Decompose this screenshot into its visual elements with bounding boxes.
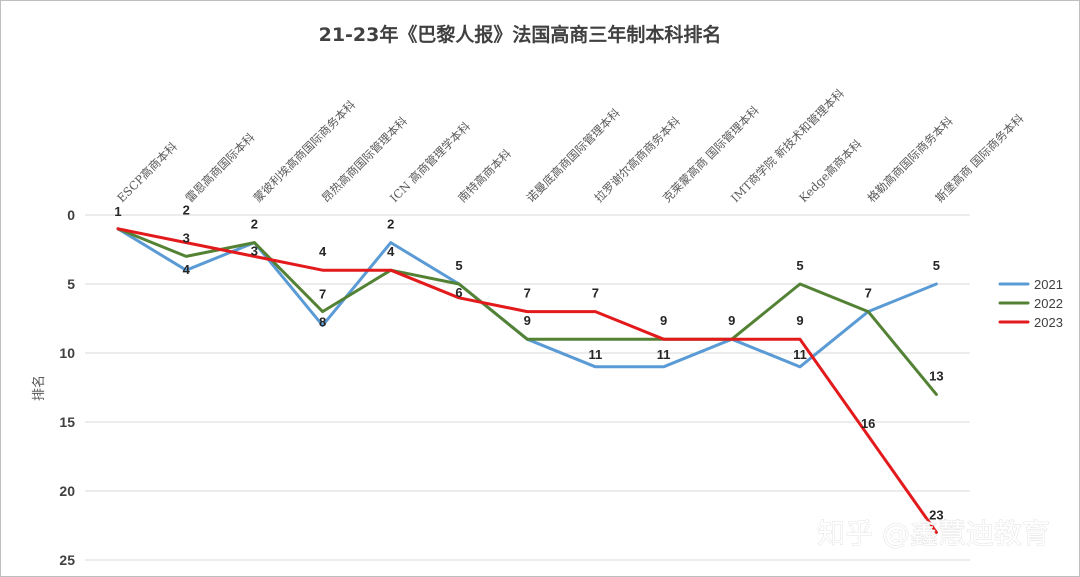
category-labels: ESCP高商本科 雷恩高商国际本科蒙彼利埃高商国际商务本科昂热高商国际管理本科IC… <box>114 86 1027 205</box>
data-label: 1 <box>114 204 121 219</box>
data-label: 3 <box>251 243 258 258</box>
data-label: 7 <box>524 286 531 301</box>
data-label: 4 <box>183 262 191 277</box>
data-label: 3 <box>183 230 190 245</box>
data-label: 11 <box>657 347 671 362</box>
y-axis-ticks: 0 5 10 15 20 25 <box>59 207 75 568</box>
data-label: 11 <box>589 347 603 362</box>
data-label: 2 <box>387 217 394 232</box>
category-label: ESCP高商本科 <box>114 139 180 205</box>
y-axis-title: 排名 <box>31 375 47 401</box>
data-label: 4 <box>387 244 395 259</box>
data-label: 5 <box>455 258 462 273</box>
y-tick-label: 10 <box>59 345 75 361</box>
y-tick-label: 0 <box>67 207 75 223</box>
y-tick-label: 20 <box>59 483 75 499</box>
data-label: 8 <box>319 314 326 329</box>
chart-title: 21-23年《巴黎人报》法国高商三年制本科排名 <box>319 23 722 46</box>
data-label: 9 <box>728 313 735 328</box>
data-label: 16 <box>861 416 875 431</box>
gridlines <box>85 214 970 561</box>
legend-label-2021: 2021 <box>1034 277 1063 292</box>
category-label: IMT商学院 新技术和管理本科 <box>728 86 847 205</box>
data-label: 7 <box>592 286 599 301</box>
data-label: 23 <box>929 507 943 522</box>
data-label: 4 <box>319 244 327 259</box>
legend-label-2022: 2022 <box>1034 296 1063 311</box>
data-label: 2 <box>183 203 190 218</box>
data-label: 9 <box>796 313 803 328</box>
data-label: 9 <box>524 313 531 328</box>
y-tick-label: 25 <box>59 552 75 568</box>
data-label: 5 <box>933 258 940 273</box>
series-line-2023 <box>116 227 938 534</box>
data-label: 13 <box>929 368 943 383</box>
y-tick-label: 5 <box>67 276 75 292</box>
watermark: 知乎 @鑫慧迪教育 <box>817 517 1050 550</box>
data-label: 7 <box>319 287 326 302</box>
series-lines <box>116 227 938 534</box>
data-label: 7 <box>865 286 872 301</box>
data-label: 5 <box>796 258 803 273</box>
series-line-2022 <box>116 227 938 396</box>
data-label: 6 <box>455 285 462 300</box>
data-label: 9 <box>660 313 667 328</box>
data-label: 2 <box>251 217 258 232</box>
legend-label-2023: 2023 <box>1034 315 1063 330</box>
category-label: 南特高商本科 <box>455 146 514 205</box>
legend: 2021 2022 2023 <box>998 277 1063 330</box>
category-label: Kedge高商本科 <box>796 136 865 205</box>
data-label: 11 <box>793 347 807 362</box>
y-tick-label: 15 <box>59 414 75 430</box>
category-label: 雷恩高商国际本科 <box>182 130 257 205</box>
